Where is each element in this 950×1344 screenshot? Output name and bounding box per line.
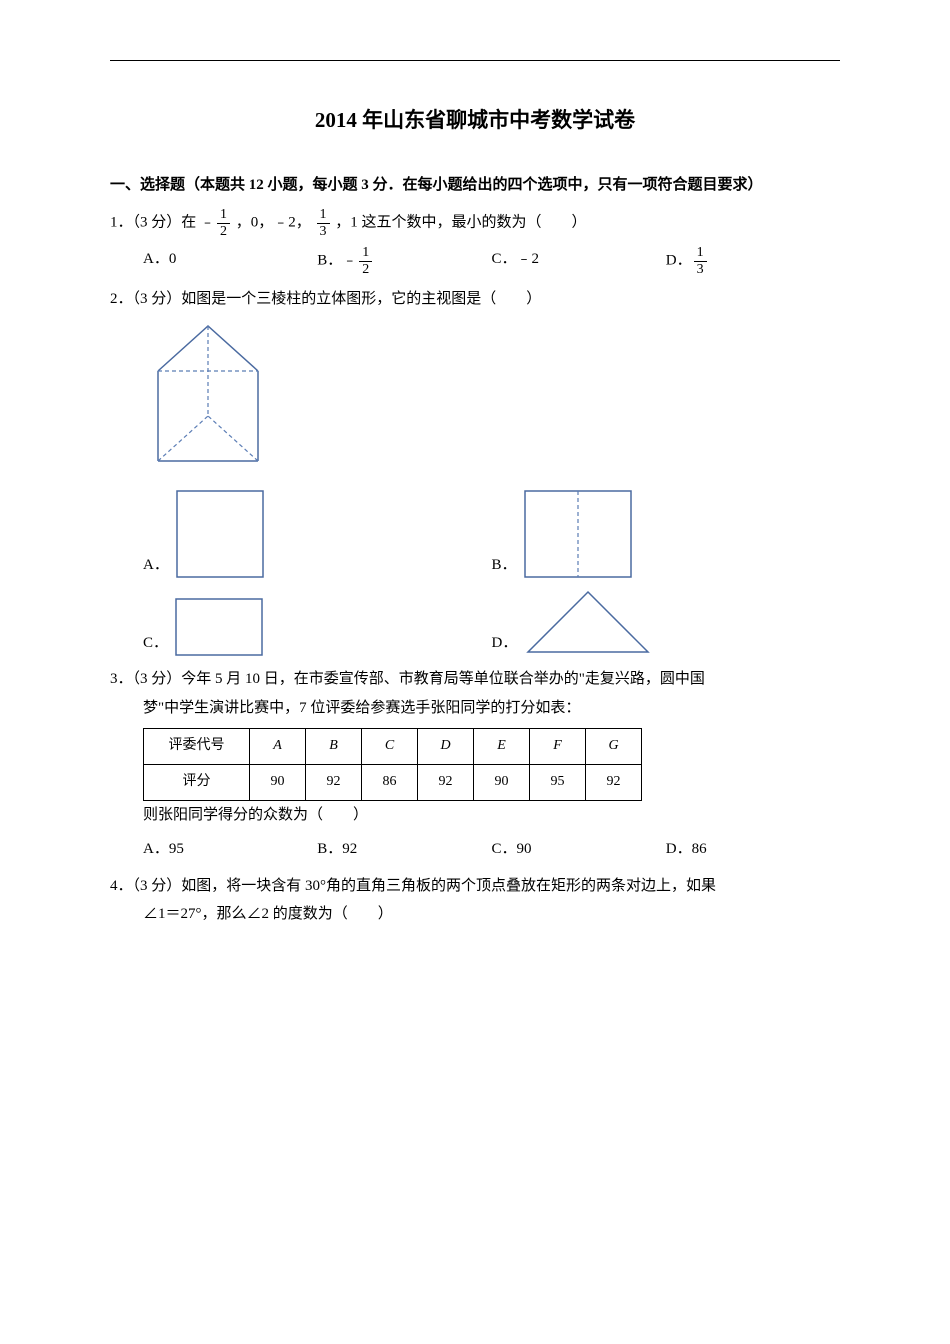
q3-after: 则张阳同学得分的众数为（ ） (110, 801, 840, 830)
q1-opt-a: A．0 (143, 245, 317, 277)
td-score: 86 (362, 765, 418, 801)
th-col: D (418, 729, 474, 765)
th-col: A (250, 729, 306, 765)
question-1: 1．（3 分）在 ﹣12 ，0，﹣2， 13 ，1 这五个数中，最小的数为（ ）… (110, 207, 840, 277)
q2-text: 2．（3 分）如图是一个三棱柱的立体图形，它的主视图是（ ） (110, 285, 840, 314)
td-score: 92 (306, 765, 362, 801)
q2-opt-d: D． (492, 587, 841, 657)
q1-opt-b: B．﹣12 (317, 245, 491, 277)
exam-title: 2014 年山东省聊城市中考数学试卷 (110, 101, 840, 141)
q1-text: 1．（3 分）在 ﹣12 ，0，﹣2， 13 ，1 这五个数中，最小的数为（ ） (110, 207, 840, 239)
q2-optC-icon (174, 597, 264, 657)
question-2: 2．（3 分）如图是一个三棱柱的立体图形，它的主视图是（ ） (110, 285, 840, 658)
th-score: 评分 (144, 765, 250, 801)
q1-opt-c: C．﹣2 (492, 245, 666, 277)
question-3: 3．（3 分）今年 5 月 10 日，在市委宣传部、市教育局等单位联合举办的"走… (110, 665, 840, 863)
td-score: 90 (250, 765, 306, 801)
prism-icon (143, 321, 273, 481)
q1-frac1: 12 (217, 207, 230, 239)
table-row: 评委代号 A B C D E F G (144, 729, 642, 765)
top-rule (110, 60, 840, 61)
q3-line2: 梦"中学生演讲比赛中，7 位评委给参赛选手张阳同学的打分如表： (110, 694, 840, 723)
q4-line2: ∠1＝27°，那么∠2 的度数为（ ） (110, 900, 840, 929)
q2-opt-b: B． (492, 489, 841, 579)
q2-row-ab: A． B． (110, 489, 840, 579)
q1-frac2: 13 (317, 207, 330, 239)
table-row: 评分 90 92 86 92 90 95 92 (144, 765, 642, 801)
q2-row-cd: C． D． (110, 587, 840, 657)
q2-optA-icon (175, 489, 265, 579)
q1-mid2: ，1 这五个数中，最小的数为（ ） (335, 215, 586, 231)
q4-line1: 4．（3 分）如图，将一块含有 30°角的直角三角板的两个顶点叠放在矩形的两条对… (110, 872, 840, 901)
q2-optD-icon (523, 587, 653, 657)
q1-opt-d: D．13 (666, 245, 840, 277)
th-col: E (474, 729, 530, 765)
q2-optB-icon (523, 489, 633, 579)
q3-line1: 3．（3 分）今年 5 月 10 日，在市委宣传部、市教育局等单位联合举办的"走… (110, 665, 840, 694)
q3-opt-a: A．95 (143, 835, 317, 864)
q1-neg: ﹣ (200, 215, 215, 231)
td-score: 92 (586, 765, 642, 801)
q3-opt-c: C．90 (492, 835, 666, 864)
td-score: 92 (418, 765, 474, 801)
q2-opt-c: C． (143, 597, 492, 657)
section-1-heading: 一、选择题（本题共 12 小题，每小题 3 分．在每小题给出的四个选项中，只有一… (110, 171, 840, 200)
th-judge: 评委代号 (144, 729, 250, 765)
q3-opt-d: D．86 (666, 835, 840, 864)
th-col: C (362, 729, 418, 765)
td-score: 95 (530, 765, 586, 801)
q1-options: A．0 B．﹣12 C．﹣2 D．13 (110, 245, 840, 277)
exam-page: 2014 年山东省聊城市中考数学试卷 一、选择题（本题共 12 小题，每小题 3… (0, 0, 950, 1344)
q1-mid1: ，0，﹣2， (236, 215, 311, 231)
q3-options: A．95 B．92 C．90 D．86 (110, 835, 840, 864)
q3-score-table: 评委代号 A B C D E F G 评分 90 92 86 92 90 95 … (143, 728, 642, 800)
th-col: B (306, 729, 362, 765)
td-score: 90 (474, 765, 530, 801)
th-col: G (586, 729, 642, 765)
th-col: F (530, 729, 586, 765)
q2-prism-figure (110, 321, 840, 481)
q1-prefix: 1．（3 分）在 (110, 215, 196, 231)
q3-opt-b: B．92 (317, 835, 491, 864)
question-4: 4．（3 分）如图，将一块含有 30°角的直角三角板的两个顶点叠放在矩形的两条对… (110, 872, 840, 929)
q2-opt-a: A． (143, 489, 492, 579)
